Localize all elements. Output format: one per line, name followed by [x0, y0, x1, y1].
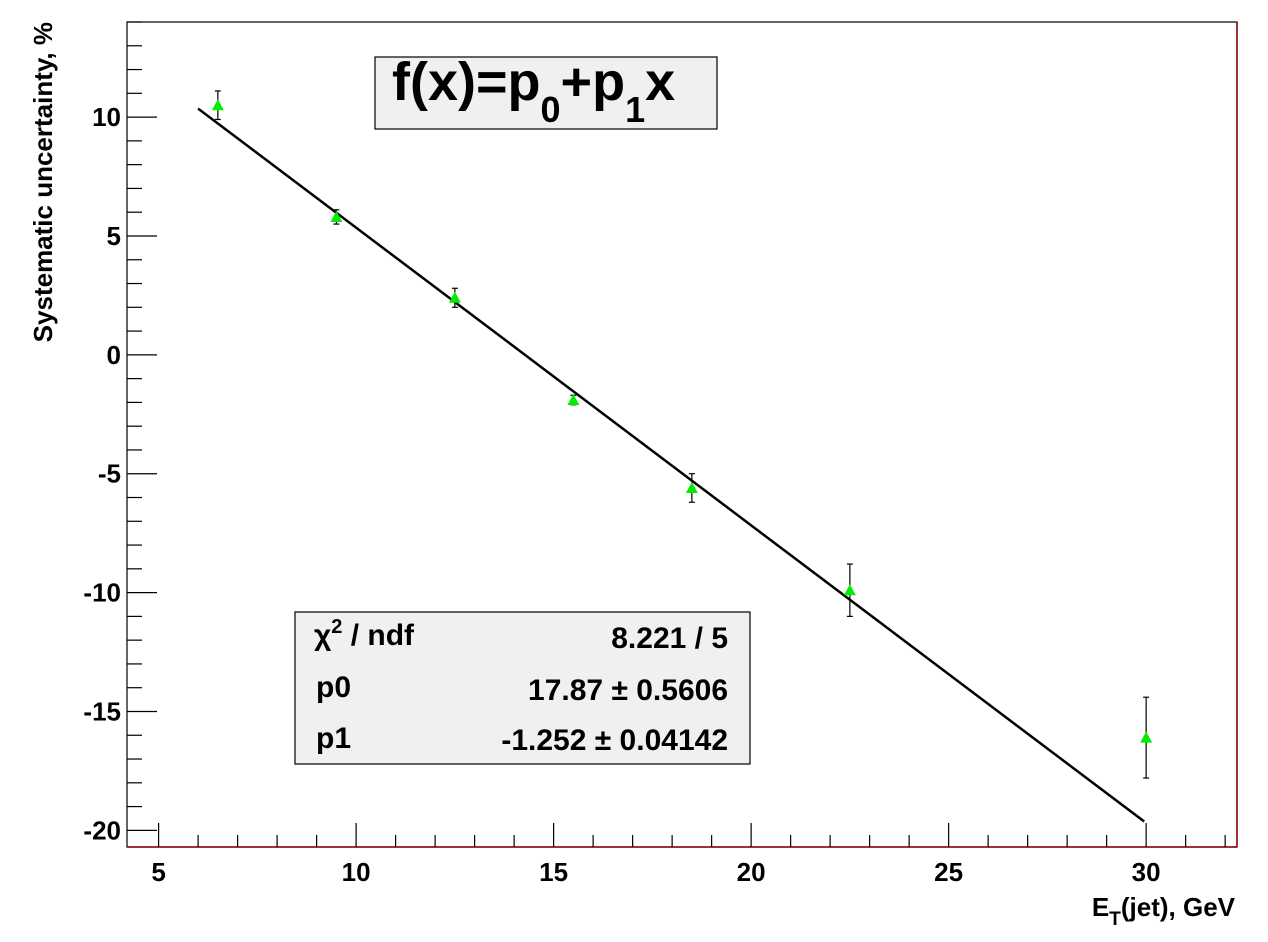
stats-p0-label: p0: [316, 671, 351, 704]
y-tick-label: -15: [83, 696, 121, 726]
stats-chi-label: χ2 / ndf: [314, 616, 415, 652]
point-marker: [843, 584, 856, 596]
stats-box: χ2 / ndf 8.221 / 5 p0 17.87 ± 0.5606 p1 …: [294, 611, 751, 765]
x-tick-label: 10: [342, 857, 371, 887]
data-points: [211, 90, 1153, 779]
x-tick-label: 30: [1132, 857, 1161, 887]
x-axis-tick-labels: 5 10 15 20 25 30: [151, 857, 1160, 887]
x-tick-label: 5: [151, 857, 165, 887]
stats-p1-label: p1: [316, 722, 351, 755]
data-point: [1140, 696, 1153, 779]
x-axis-title: ET(jet), GeV: [1092, 892, 1236, 930]
data-point: [843, 563, 856, 617]
data-point: [685, 473, 698, 503]
y-tick-label: 5: [107, 221, 121, 251]
y-axis-ticks: [127, 21, 157, 831]
point-marker: [685, 481, 698, 493]
point-marker: [1140, 731, 1153, 743]
stats-chi-value: 8.221 / 5: [611, 622, 728, 655]
y-tick-label: -20: [83, 815, 121, 845]
x-tick-label: 15: [539, 857, 568, 887]
data-point: [330, 209, 343, 225]
y-tick-label: -5: [98, 459, 121, 489]
y-tick-label: 0: [107, 340, 121, 370]
y-axis-tick-labels: 10 5 0 -5 -10 -15 -20: [83, 102, 121, 845]
y-axis-title: Systematic uncertainty, %: [28, 22, 58, 342]
fit-line: [197, 107, 1145, 823]
point-marker: [448, 291, 461, 303]
data-point: [567, 394, 580, 406]
formula-box: f(x)=p0+p1x: [374, 52, 718, 130]
formula-box-bg: [374, 56, 718, 130]
y-tick-label: 10: [92, 102, 121, 132]
y-tick-label: -10: [83, 578, 121, 608]
point-marker: [330, 210, 343, 222]
data-point: [211, 90, 224, 121]
x-axis-ticks: [158, 823, 1226, 847]
stats-box-bg: [294, 611, 751, 765]
x-tick-label: 20: [737, 857, 766, 887]
point-marker: [211, 99, 224, 111]
point-marker: [567, 394, 580, 406]
formula-label: f(x)=p0+p1x: [392, 52, 675, 130]
stats-p1-value: -1.252 ± 0.04142: [501, 724, 728, 757]
data-point: [448, 287, 461, 308]
x-tick-label: 25: [934, 857, 963, 887]
stats-p0-value: 17.87 ± 0.5606: [528, 674, 728, 707]
